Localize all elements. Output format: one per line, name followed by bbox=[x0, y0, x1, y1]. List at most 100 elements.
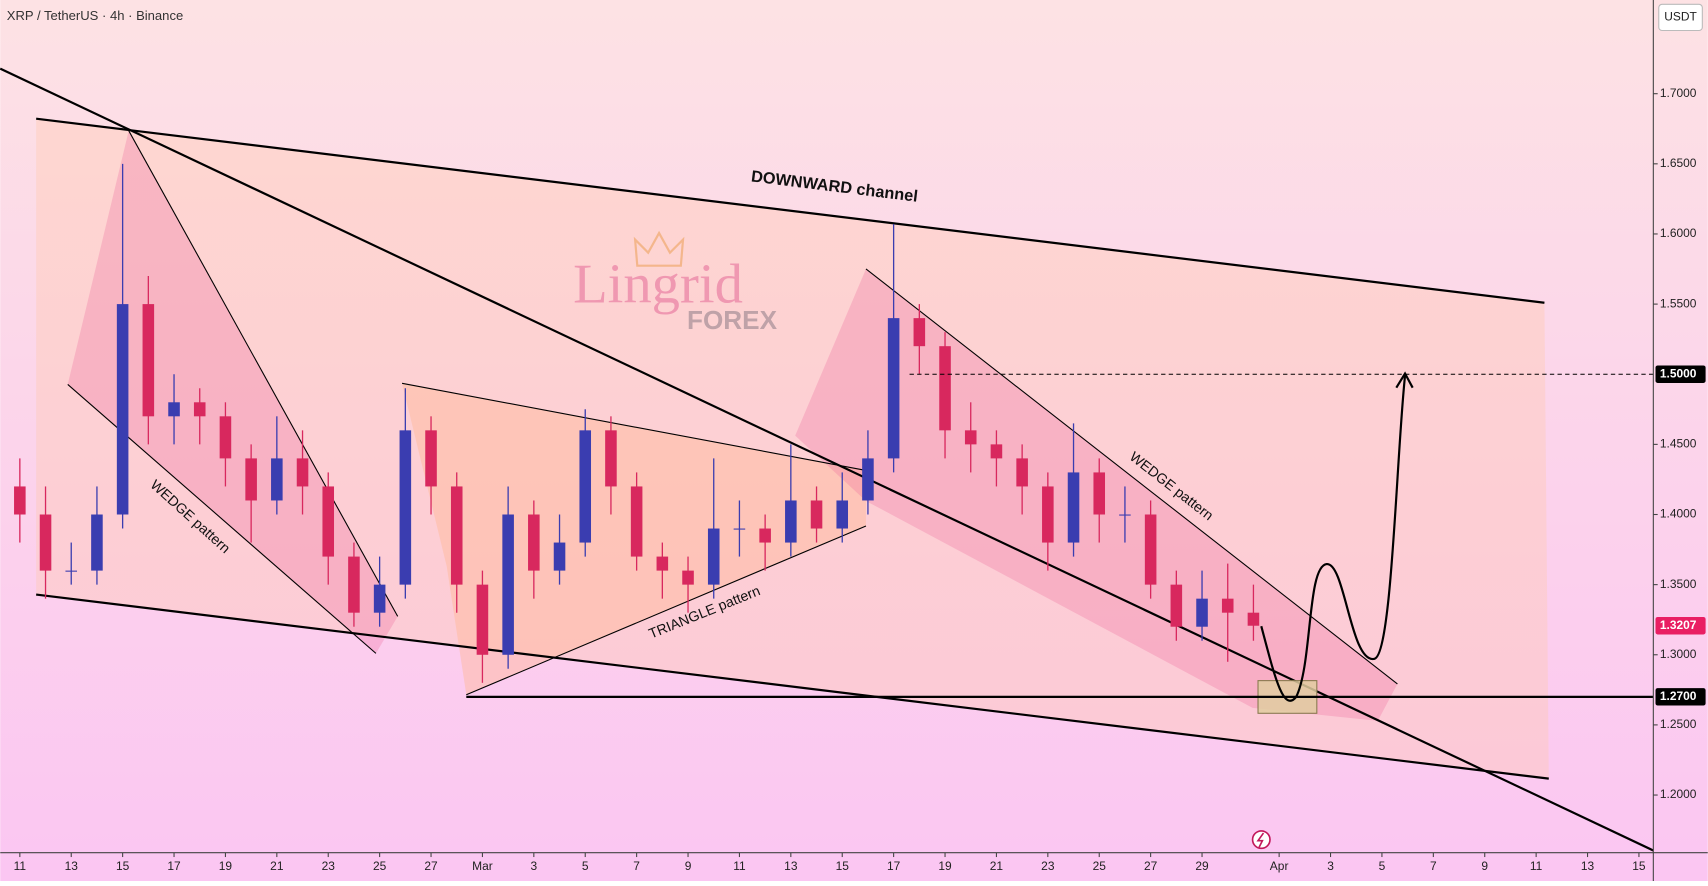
price-marker-label: 1.5000 bbox=[1660, 366, 1697, 380]
candle-body bbox=[733, 528, 746, 530]
candle-body bbox=[502, 514, 514, 655]
candle-body bbox=[630, 486, 643, 557]
wedge-fill bbox=[67, 130, 398, 654]
candle-body bbox=[939, 346, 951, 431]
x-tick-label: Apr bbox=[1270, 859, 1289, 873]
price-marker-label: 1.2700 bbox=[1660, 689, 1697, 703]
wedge-line bbox=[865, 268, 1398, 685]
currency-box bbox=[1658, 3, 1703, 32]
x-tick-label: 23 bbox=[322, 859, 336, 873]
candle-body bbox=[39, 514, 52, 571]
x-tick-label: 9 bbox=[1481, 859, 1488, 873]
price-marker bbox=[1655, 365, 1706, 383]
candle-body bbox=[219, 416, 232, 459]
y-tick-label: 1.4000 bbox=[1660, 507, 1697, 521]
candle-body bbox=[682, 570, 694, 585]
candle-body bbox=[1016, 458, 1028, 487]
candle-body bbox=[656, 556, 669, 571]
trendline bbox=[0, 67, 1654, 852]
candle-body bbox=[528, 514, 540, 571]
candle-body bbox=[296, 458, 309, 487]
x-tick-label: 27 bbox=[424, 859, 438, 873]
watermark-crown bbox=[633, 230, 685, 267]
x-tick-label: 13 bbox=[65, 859, 79, 873]
wedge-line bbox=[128, 130, 399, 617]
candle-body bbox=[116, 304, 129, 515]
x-tick-label: 25 bbox=[1093, 859, 1107, 873]
x-tick-label: 7 bbox=[633, 859, 640, 873]
y-tick-label: 1.7000 bbox=[1660, 86, 1697, 100]
candle-body bbox=[1067, 472, 1080, 543]
x-tick-label: 27 bbox=[1144, 859, 1158, 873]
x-tick-label: 23 bbox=[1041, 859, 1055, 873]
candle-body bbox=[707, 528, 720, 585]
candle-body bbox=[168, 402, 180, 417]
x-tick-label: 3 bbox=[530, 859, 537, 873]
candle-body bbox=[1144, 514, 1157, 585]
candle-body bbox=[1042, 486, 1054, 543]
currency: USDT bbox=[1664, 10, 1697, 24]
x-tick-label: 3 bbox=[1327, 859, 1334, 873]
x-tick-label: 17 bbox=[167, 859, 181, 873]
candle-body bbox=[450, 486, 463, 585]
candle-body bbox=[1247, 612, 1260, 626]
candle-body bbox=[193, 402, 206, 417]
triangle-line bbox=[401, 382, 867, 471]
candle-body bbox=[373, 584, 386, 613]
candle-body bbox=[1196, 598, 1208, 627]
x-tick-label: 13 bbox=[1581, 859, 1595, 873]
x-tick-label: 15 bbox=[836, 859, 850, 873]
x-tick-label: 13 bbox=[784, 859, 798, 873]
candle-body bbox=[1119, 514, 1131, 516]
candle-body bbox=[65, 570, 78, 572]
candle-body bbox=[142, 304, 155, 417]
candle-body bbox=[759, 528, 771, 543]
candle-body bbox=[476, 584, 489, 655]
candle-body bbox=[322, 486, 335, 557]
x-tick-label: 21 bbox=[990, 859, 1004, 873]
x-tick-label: 5 bbox=[1379, 859, 1386, 873]
candle-body bbox=[913, 318, 926, 347]
event-icon[interactable] bbox=[1251, 830, 1271, 850]
event-icon-bolt bbox=[1256, 832, 1265, 848]
candle-body bbox=[553, 542, 566, 571]
candle-body bbox=[964, 430, 977, 445]
x-tick-label: 11 bbox=[733, 859, 746, 873]
price-marker bbox=[1655, 617, 1706, 635]
candle-body bbox=[862, 458, 874, 501]
watermark-brand: Lingrid bbox=[573, 254, 743, 316]
y-tick-label: 1.3000 bbox=[1660, 647, 1697, 661]
x-tick-label: 19 bbox=[219, 859, 233, 873]
channel-top bbox=[36, 117, 1545, 304]
chart-title: XRP / TetherUS · 4h · Binance bbox=[7, 8, 183, 23]
watermark-sub: FOREX bbox=[687, 305, 778, 335]
candle-body bbox=[1170, 584, 1183, 627]
candle-body bbox=[245, 458, 257, 501]
candle-body bbox=[1221, 598, 1234, 613]
x-tick-label: 17 bbox=[887, 859, 901, 873]
y-tick-label: 1.6500 bbox=[1660, 156, 1697, 170]
y-tick-label: 1.2500 bbox=[1660, 717, 1697, 731]
projection-path bbox=[1260, 375, 1407, 702]
candle-body bbox=[271, 458, 283, 501]
candle-body bbox=[91, 514, 103, 571]
candle-body bbox=[14, 486, 26, 515]
x-tick-label: 11 bbox=[14, 859, 27, 873]
y-tick-label: 1.5500 bbox=[1660, 296, 1697, 310]
candle-body bbox=[579, 430, 592, 543]
x-tick-label: Mar bbox=[472, 859, 493, 873]
x-tick-label: 15 bbox=[116, 859, 130, 873]
y-tick-label: 1.4500 bbox=[1660, 437, 1697, 451]
candle-body bbox=[425, 430, 437, 487]
candle-body bbox=[1093, 472, 1106, 515]
candle-body bbox=[399, 430, 412, 585]
price-marker bbox=[1655, 688, 1706, 706]
candle-body bbox=[990, 444, 1003, 459]
x-tick-label: 19 bbox=[938, 859, 952, 873]
x-tick-label: 15 bbox=[1632, 859, 1646, 873]
triangle-line bbox=[466, 525, 867, 696]
x-tick-label: 9 bbox=[685, 859, 692, 873]
